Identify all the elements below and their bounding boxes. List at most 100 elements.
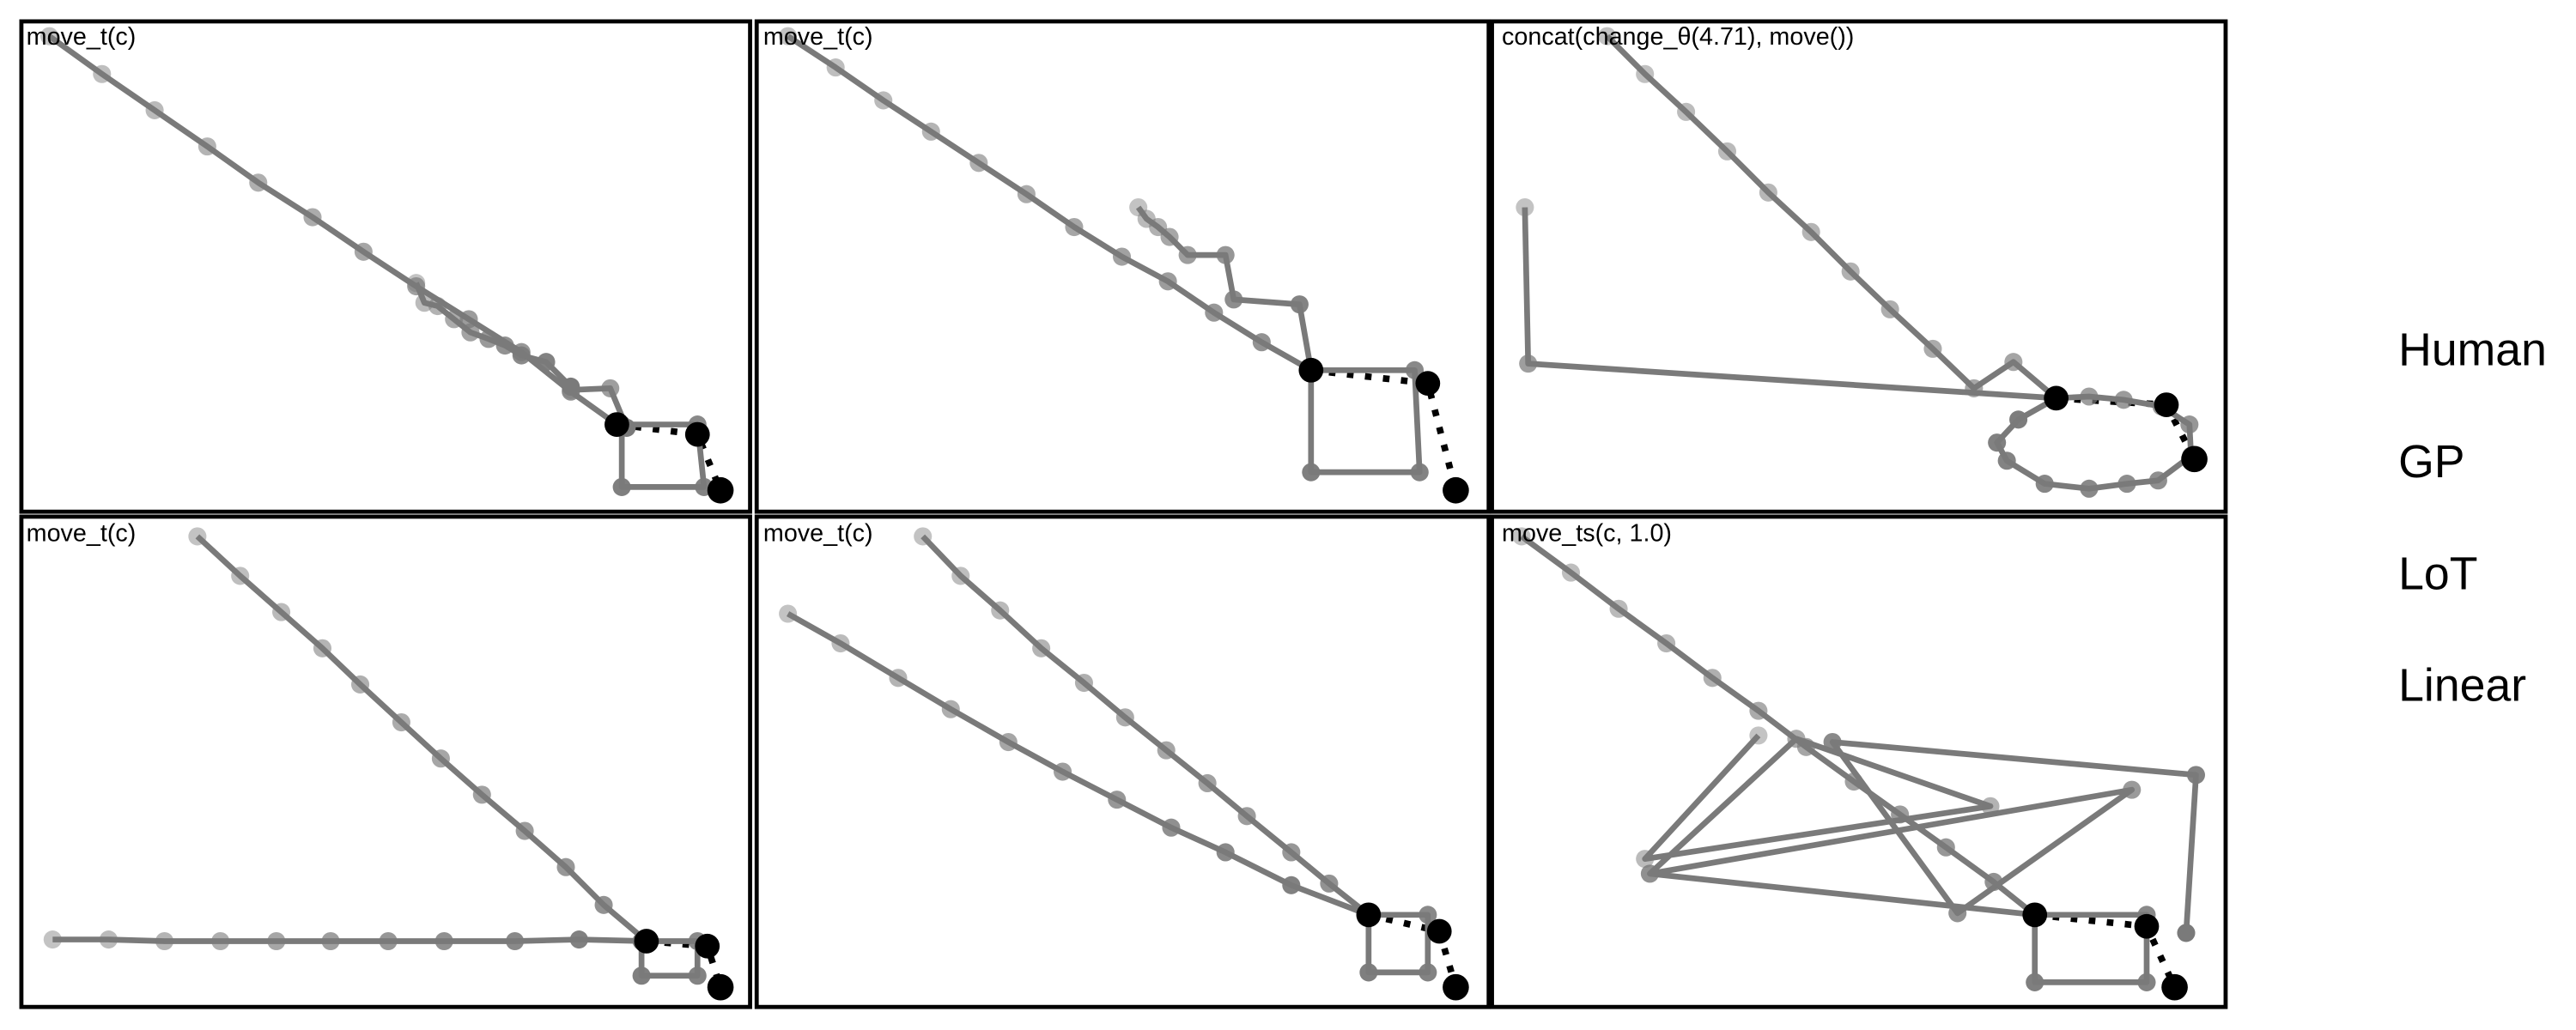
trajectory-point	[1065, 217, 1084, 237]
panel-3-trajectories	[1516, 27, 2208, 498]
trajectory-point	[1640, 864, 1659, 883]
trajectory-point	[2137, 972, 2156, 991]
trajectory-point	[1205, 303, 1224, 322]
trajectory-point	[495, 336, 514, 355]
trajectory-point	[1923, 339, 1942, 358]
trajectory-point	[407, 274, 426, 293]
trajectory-point	[826, 58, 845, 77]
trajectory-point	[2186, 766, 2206, 785]
trajectory-point	[93, 64, 112, 83]
trajectory-point	[2080, 387, 2099, 406]
trajectory-point	[1703, 669, 1722, 688]
trajectory-point	[874, 91, 893, 110]
target-point	[2022, 902, 2048, 928]
trajectory-point	[351, 675, 370, 694]
panel-2-label: move_t(c)	[763, 23, 873, 51]
trajectory-point	[249, 173, 268, 192]
trajectory-point	[379, 931, 398, 951]
trajectory-point	[779, 604, 798, 623]
trajectory-point	[2009, 410, 2028, 429]
trajectory-point	[1749, 726, 1768, 745]
trajectory-point	[1609, 599, 1628, 618]
target-point	[1356, 902, 1382, 928]
target-point	[2154, 392, 2179, 417]
trajectory-point	[562, 380, 580, 399]
target-point	[1443, 973, 1469, 1001]
trajectory-point	[43, 930, 62, 949]
trajectory-point	[999, 732, 1018, 752]
trajectory-point	[197, 137, 216, 156]
trajectory-point	[1997, 451, 2016, 470]
panel-5-frame	[754, 514, 1492, 1009]
target-point	[695, 933, 720, 959]
legend-human: Human	[2398, 324, 2547, 376]
trajectory-point	[831, 633, 850, 653]
trajectory-point	[407, 277, 426, 296]
panel-5: move_t(c)	[754, 514, 1492, 1009]
trajectory-point	[1410, 463, 1429, 482]
trajectory-point	[1108, 791, 1127, 809]
trajectory-point	[1880, 300, 1899, 318]
trajectory-point	[1419, 906, 1437, 924]
trajectory-point	[537, 353, 556, 372]
trajectory-point	[1801, 222, 1820, 241]
trajectory-point	[1677, 102, 1696, 121]
trajectory-point	[2114, 391, 2133, 409]
trajectory-point	[969, 154, 988, 173]
target-point	[1443, 476, 1469, 504]
panel-1-trajectories	[39, 27, 734, 504]
trajectory-line	[920, 534, 1431, 976]
panel-4-trajectories	[43, 527, 734, 1001]
trajectory-point	[1519, 354, 1538, 373]
trajectory-point	[155, 931, 174, 951]
trajectory-point	[2180, 415, 2199, 434]
trajectory-point	[303, 208, 322, 227]
trajectory-point	[1074, 673, 1093, 693]
trajectory-point	[779, 27, 798, 45]
trajectory-point	[1216, 843, 1235, 862]
panel-6-frame	[1490, 514, 2228, 1009]
trajectory-point	[1948, 904, 1967, 923]
trajectory-line	[1642, 733, 2199, 934]
panel-2: move_t(c)	[754, 19, 1492, 514]
panel-4: move_t(c)	[19, 514, 752, 1009]
trajectory-point	[1157, 741, 1176, 760]
trajectory-point	[1198, 773, 1217, 793]
trajectory-point	[231, 566, 250, 585]
trajectory-line	[52, 936, 647, 944]
trajectory-point	[2117, 475, 2136, 494]
trajectory-line	[786, 33, 1423, 476]
target-point	[605, 412, 629, 437]
trajectory-point	[1981, 797, 2000, 815]
trajectory-point	[1359, 963, 1378, 982]
panel-1-frame	[19, 19, 752, 514]
trajectory-point	[267, 931, 286, 951]
trajectory-point	[321, 931, 340, 951]
trajectory-point	[1290, 295, 1309, 314]
trajectory-point	[2177, 924, 2196, 942]
trajectory-point	[889, 669, 908, 688]
target-point	[2161, 973, 2188, 1001]
target-point	[1298, 357, 1324, 383]
panel-6-label: move_ts(c, 1.0)	[1502, 520, 1672, 548]
trajectory-point	[1561, 563, 1581, 582]
trajectory-point	[459, 310, 478, 329]
trajectory-point	[1988, 433, 2007, 452]
trajectory-point	[2026, 972, 2044, 991]
trajectory-point	[1017, 185, 1036, 203]
target-point	[707, 476, 734, 504]
trajectory-point	[506, 931, 525, 951]
trajectory-point	[1282, 843, 1301, 862]
trajectory-point	[1759, 183, 1777, 202]
trajectory-point	[1984, 872, 2003, 892]
trajectory-point	[1237, 807, 1256, 826]
trajectory-point	[1516, 197, 1534, 217]
trajectory-point	[921, 122, 940, 141]
trajectory-point	[313, 639, 332, 657]
panel-1-label: move_t(c)	[27, 23, 137, 51]
trajectory-point	[612, 477, 631, 496]
trajectory-point	[434, 931, 453, 951]
trajectory-point	[431, 749, 450, 768]
trajectory-point	[1657, 633, 1676, 653]
